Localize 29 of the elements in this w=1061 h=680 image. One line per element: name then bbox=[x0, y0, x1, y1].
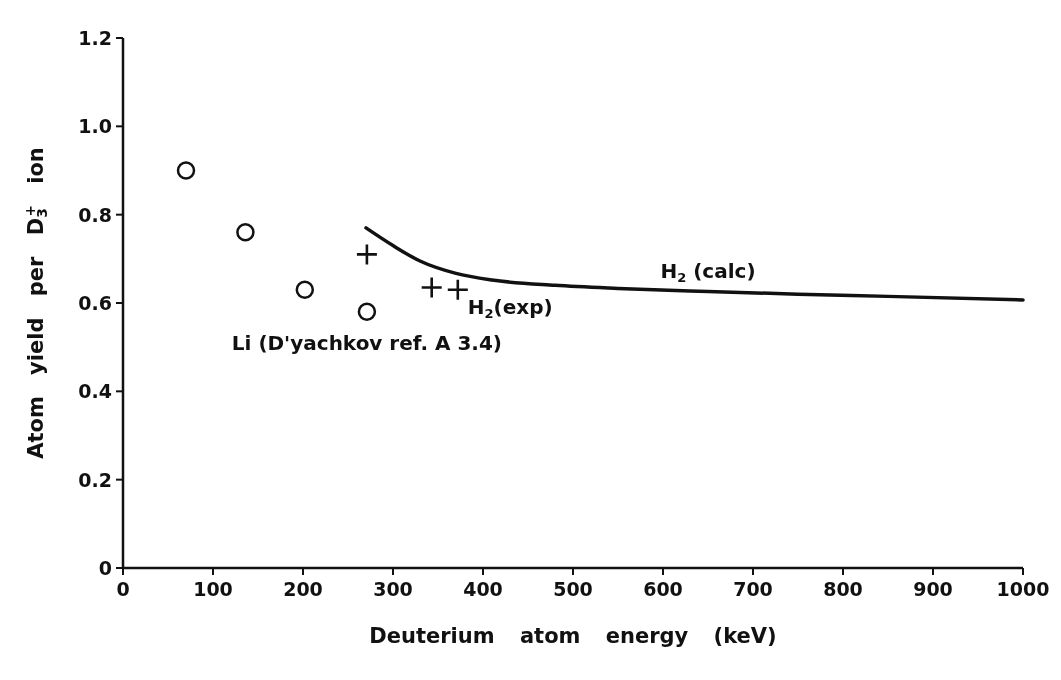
x-tick-label: 200 bbox=[283, 578, 323, 600]
point bbox=[357, 302, 377, 322]
x-tick-label: 700 bbox=[733, 578, 773, 600]
x-tick-label: 900 bbox=[913, 578, 953, 600]
point bbox=[447, 279, 468, 300]
x-tick-label: 300 bbox=[373, 578, 413, 600]
point bbox=[421, 277, 442, 298]
x-tick-label: 800 bbox=[823, 578, 863, 600]
x-tick-label: 1000 bbox=[996, 578, 1050, 600]
y-tick-label: 1.2 bbox=[78, 27, 112, 49]
x-tick-label: 600 bbox=[643, 578, 683, 600]
y-tick-label: 1.0 bbox=[78, 115, 112, 138]
y-tick-label: 0 bbox=[98, 557, 112, 579]
x-tick-label: 500 bbox=[553, 578, 593, 600]
y-tick-label: 0.8 bbox=[78, 203, 112, 226]
y-tick-label: 0.2 bbox=[78, 468, 112, 491]
y-tick-label: 0.6 bbox=[78, 292, 112, 314]
y-tick-label: 0.4 bbox=[78, 380, 112, 403]
point bbox=[176, 161, 196, 180]
point bbox=[356, 244, 377, 265]
x-tick-label: 100 bbox=[193, 578, 233, 600]
x-axis-title: Deuterium atom energy (keV) bbox=[369, 624, 777, 648]
point bbox=[295, 280, 315, 299]
series-label: H$_{2}$(exp) bbox=[467, 294, 553, 321]
x-tick-label: 0 bbox=[116, 578, 130, 600]
point bbox=[236, 223, 255, 242]
series-label: Li (D'yachkov ref. A 3.4) bbox=[231, 330, 502, 355]
x-tick-label: 400 bbox=[463, 578, 503, 600]
series-label: H$_{2}$ (calc) bbox=[660, 258, 756, 285]
